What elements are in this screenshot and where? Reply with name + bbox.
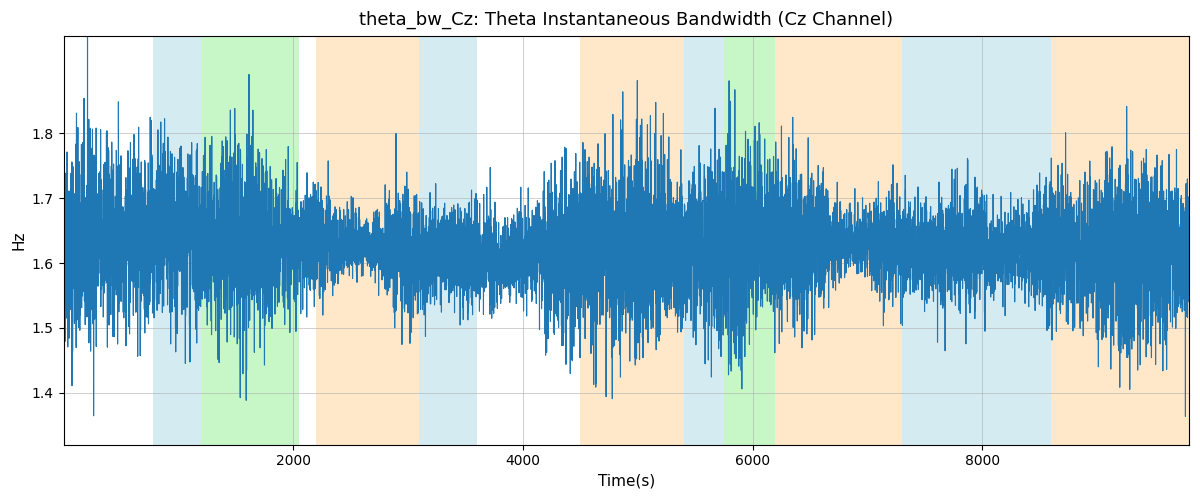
Bar bbox=[775, 36, 902, 445]
Bar bbox=[420, 36, 476, 445]
Y-axis label: Hz: Hz bbox=[11, 230, 26, 250]
Bar bbox=[202, 36, 299, 445]
Bar bbox=[581, 36, 684, 445]
Title: theta_bw_Cz: Theta Instantaneous Bandwidth (Cz Channel): theta_bw_Cz: Theta Instantaneous Bandwid… bbox=[359, 11, 893, 30]
Bar bbox=[154, 36, 202, 445]
Bar bbox=[316, 36, 420, 445]
X-axis label: Time(s): Time(s) bbox=[598, 474, 655, 489]
Bar bbox=[902, 36, 1051, 445]
Bar bbox=[1051, 36, 1189, 445]
Bar bbox=[684, 36, 724, 445]
Bar bbox=[724, 36, 775, 445]
